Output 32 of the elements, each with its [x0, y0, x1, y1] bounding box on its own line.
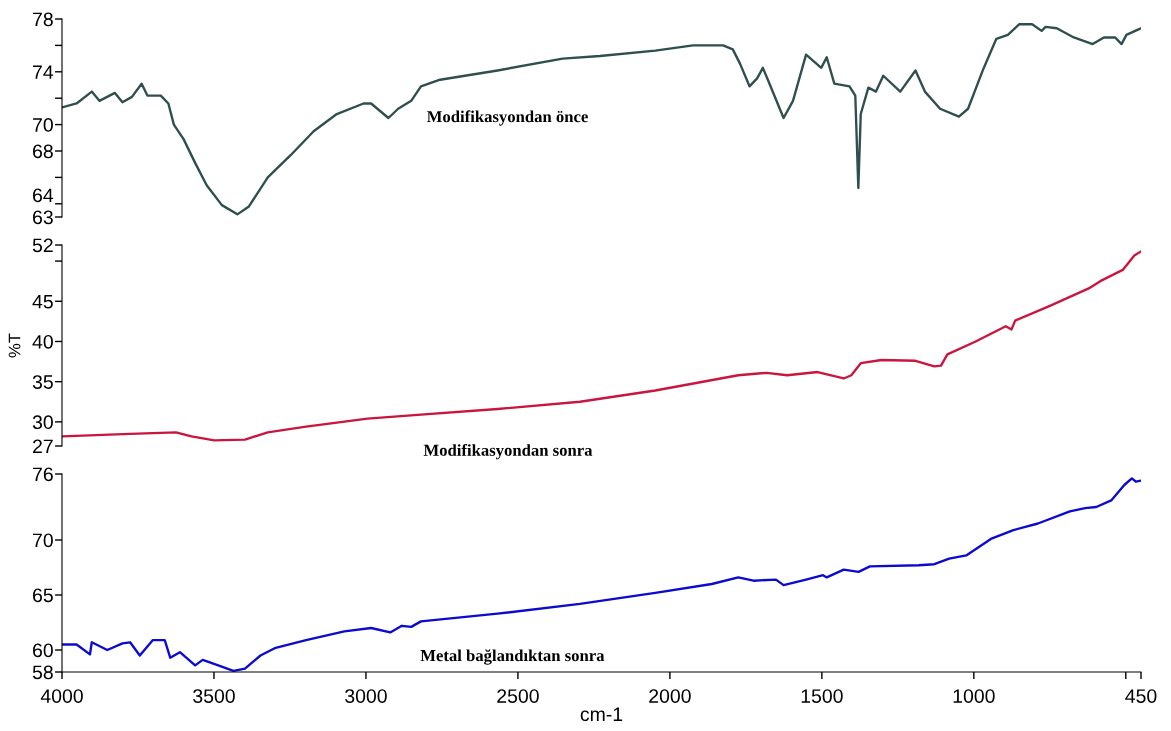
y-tick-label: 52 — [32, 238, 53, 253]
y-tick-label: 63 — [33, 210, 53, 225]
x-tick-label: 1000 — [953, 689, 995, 703]
y-tick-label: 64 — [33, 188, 54, 203]
y-tick-label: 70 — [33, 118, 53, 132]
y-tick-label: 74 — [33, 65, 54, 79]
y-tick-label: 58 — [32, 665, 53, 680]
y-tick-label: 68 — [33, 144, 53, 159]
line-series — [62, 23, 1141, 216]
y-tick-label: 40 — [32, 334, 53, 349]
y-tick-label: 45 — [32, 294, 53, 309]
x-tick-label: 2500 — [497, 689, 539, 703]
y-tick-label: 30 — [32, 415, 53, 430]
y-tick-label: 78 — [33, 12, 53, 27]
series-label: Modifikasyondan önce — [426, 110, 588, 126]
x-tick-label: 3000 — [345, 689, 387, 703]
x-tick-label: 2000 — [649, 689, 691, 703]
x-tick-label: 4000 — [40, 689, 83, 703]
series-label: Modifikasyondan sonra — [423, 443, 593, 460]
line-series — [62, 250, 1141, 442]
y-tick-label: 35 — [32, 375, 53, 389]
x-tick-label: 3500 — [193, 689, 235, 703]
y-axis-title: %T — [8, 333, 21, 358]
series-label: Metal bağlandıktan sonra — [420, 649, 605, 665]
x-tick-label: 1500 — [801, 689, 843, 703]
y-tick-label: 70 — [33, 533, 53, 548]
y-tick-label: 65 — [33, 588, 53, 603]
y-tick-label: 27 — [33, 439, 53, 454]
x-axis-title: cm-1 — [580, 707, 623, 722]
y-tick-label: 60 — [33, 643, 53, 658]
y-tick-label: 76 — [33, 467, 53, 482]
x-tick-label: 450 — [1125, 689, 1157, 703]
